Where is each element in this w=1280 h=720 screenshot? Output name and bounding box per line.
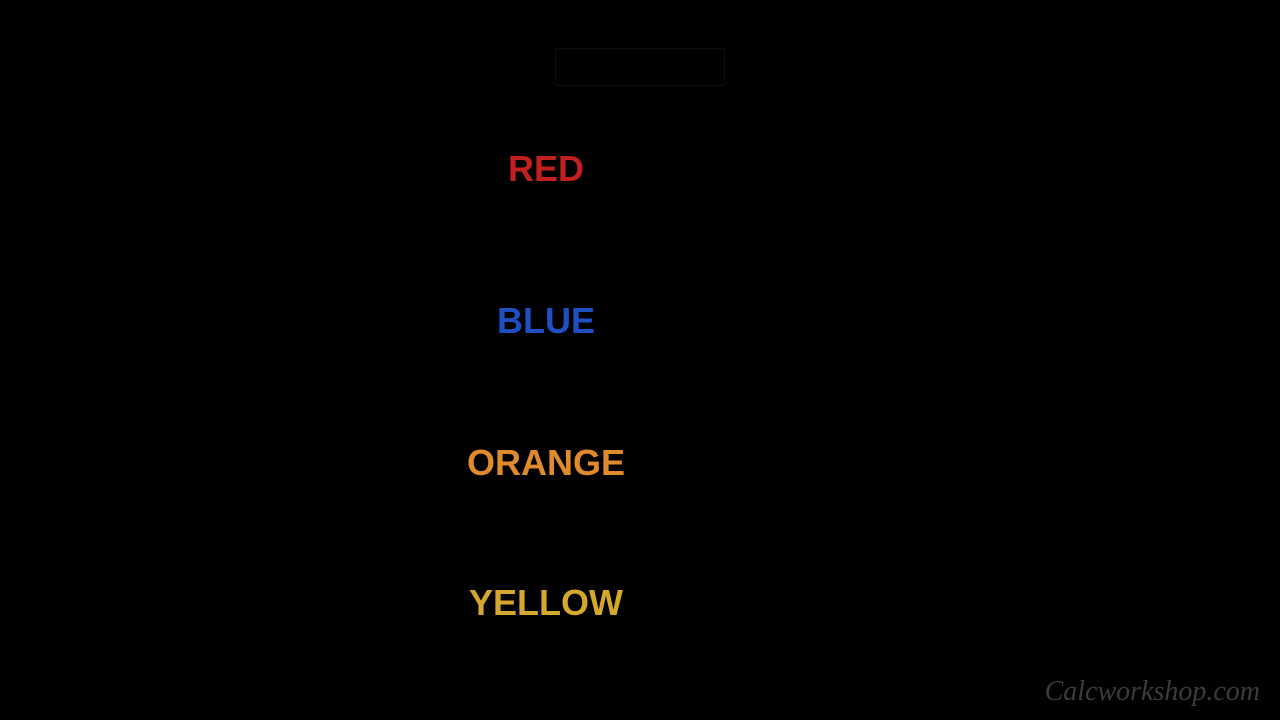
label-yellow: YELLOW [469,582,623,624]
top-outline-box [555,48,725,86]
watermark: Calcworkshop.com [1045,676,1260,708]
label-blue: BLUE [497,300,595,342]
label-orange: ORANGE [467,442,625,484]
label-red: RED [508,148,584,190]
